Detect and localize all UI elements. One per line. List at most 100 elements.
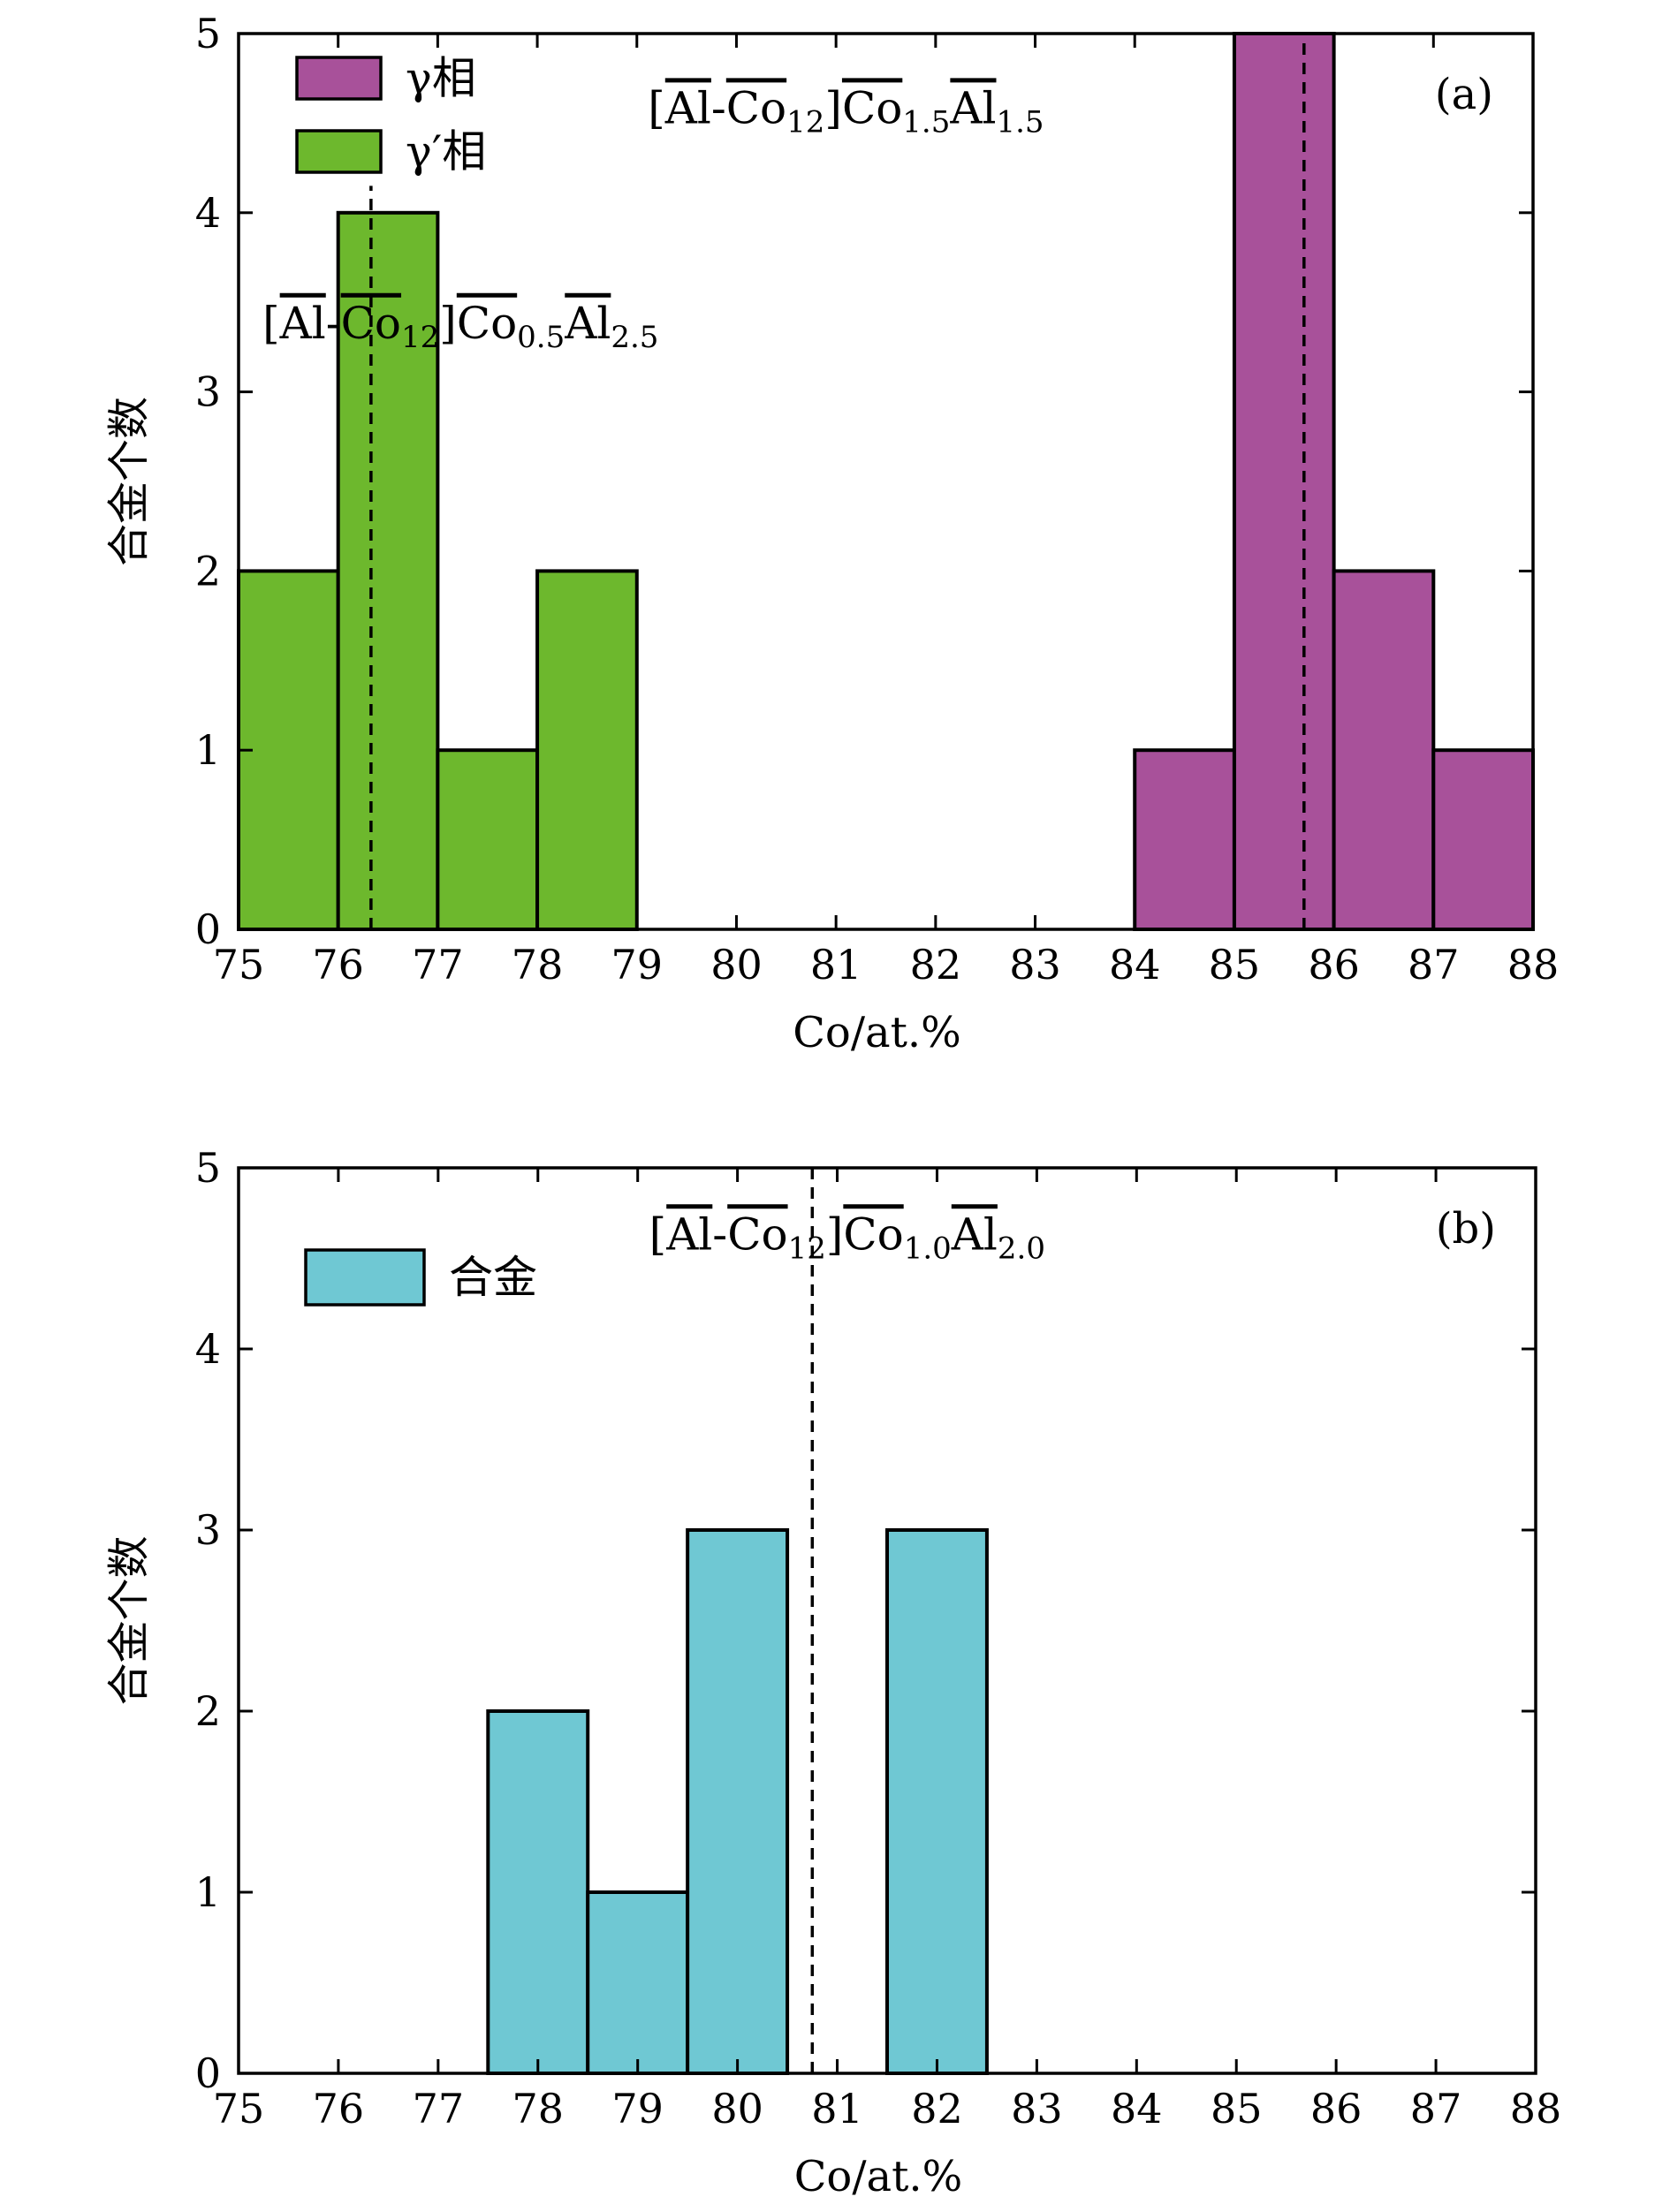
- y-tick-label: 5: [195, 1144, 221, 1192]
- formula-part: 12: [401, 320, 439, 355]
- histogram-bar: [1133, 748, 1236, 932]
- histogram-bar: [1431, 748, 1536, 932]
- x-tick-label: 75: [213, 941, 265, 989]
- formula-part: -: [326, 298, 341, 349]
- x-tick-label: 83: [1009, 941, 1061, 989]
- x-tick-label: 83: [1011, 2085, 1063, 2132]
- x-tick-label: 79: [611, 2085, 664, 2132]
- formula-annotation: [Al-Co12]Co1.0Al2.0: [649, 1208, 1045, 1266]
- x-tick-label: 75: [213, 2085, 265, 2132]
- formula-part: 2.5: [611, 320, 658, 355]
- x-tick-label: 86: [1310, 2085, 1363, 2132]
- histogram-bar: [586, 1890, 690, 2075]
- x-axis-label: Co/at.%: [793, 1008, 961, 1057]
- panel-label: (b): [1436, 1204, 1496, 1254]
- panel-label: (a): [1435, 70, 1493, 119]
- histogram-bar: [336, 210, 440, 932]
- plot-frame: [237, 1166, 1537, 2075]
- formula-part: Co: [842, 82, 902, 133]
- formula-part: 1.5: [902, 104, 950, 140]
- formula-part: Co: [726, 82, 786, 133]
- formula-part: -: [712, 1208, 727, 1260]
- x-tick-label: 84: [1109, 941, 1161, 989]
- plot-frame: [237, 32, 1535, 931]
- y-tick-label: 0: [195, 905, 221, 953]
- formula-part: Al: [665, 1208, 712, 1260]
- x-tick-label: 85: [1209, 941, 1261, 989]
- x-tick-label: 82: [911, 2085, 963, 2132]
- histogram-bar: [436, 748, 540, 932]
- y-tick-label: 1: [195, 726, 221, 774]
- legend-label: γ′相: [406, 126, 486, 178]
- y-tick-label: 2: [195, 1687, 221, 1735]
- formula-part: Al: [951, 1208, 998, 1260]
- formula-part: ]: [824, 82, 842, 133]
- y-tick-label: 5: [195, 10, 221, 57]
- x-tick-label: 85: [1211, 2085, 1263, 2132]
- formula-part: 12: [788, 1231, 826, 1266]
- y-tick-label: 4: [195, 1325, 221, 1373]
- formula-part: Al: [664, 82, 711, 133]
- formula-part: 12: [786, 104, 824, 140]
- formula-part: [: [648, 82, 665, 133]
- x-tick-label: 76: [312, 941, 364, 989]
- formula-annotation: [Al-Co12]Co1.5Al1.5: [648, 82, 1044, 140]
- x-tick-label: 88: [1507, 941, 1560, 989]
- formula-part: Co: [341, 298, 401, 349]
- x-tick-label: 87: [1410, 2085, 1462, 2132]
- x-tick-label: 78: [512, 941, 564, 989]
- x-tick-label: 81: [810, 941, 862, 989]
- histogram-bar: [686, 1528, 790, 2075]
- histogram-bar: [1332, 569, 1436, 932]
- formula-annotation: [Al-Co12]Co0.5Al2.5: [262, 298, 658, 355]
- histogram-bar: [1232, 32, 1336, 931]
- y-tick-label: 0: [195, 2049, 221, 2097]
- x-tick-label: 82: [910, 941, 962, 989]
- formula-part: 2.0: [998, 1231, 1045, 1266]
- x-tick-label: 88: [1510, 2085, 1562, 2132]
- x-tick-label: 87: [1408, 941, 1460, 989]
- formula-part: [: [262, 298, 280, 349]
- formula-part: 1.0: [904, 1231, 952, 1266]
- formula-part: Al: [279, 298, 326, 349]
- y-tick-label: 4: [195, 189, 221, 237]
- histogram-bar: [486, 1709, 590, 2075]
- y-axis-label: 合金个数: [104, 397, 154, 566]
- formula-part: Co: [727, 1208, 787, 1260]
- panel-a: 75 76 77 78 79 80 81 82 83 84 85 86 87 88012345Co/at.…: [104, 10, 1559, 1057]
- legend-swatch: [304, 1248, 426, 1307]
- formula-part: Al: [949, 82, 996, 133]
- y-tick-label: 3: [195, 1506, 221, 1554]
- x-tick-label: 81: [811, 2085, 863, 2132]
- x-tick-label: 78: [512, 2085, 564, 2132]
- y-tick-label: 3: [195, 368, 221, 416]
- y-axis-label: 合金个数: [104, 1535, 154, 1705]
- x-tick-label: 86: [1308, 941, 1360, 989]
- formula-part: 1.5: [996, 104, 1044, 140]
- legend-label: γ相: [406, 53, 476, 104]
- y-tick-label: 1: [195, 1868, 221, 1916]
- x-tick-label: 77: [412, 941, 464, 989]
- formula-part: Co: [843, 1208, 903, 1260]
- legend-label: 合金: [449, 1252, 537, 1303]
- formula-part: [: [649, 1208, 667, 1260]
- y-tick-label: 2: [195, 547, 221, 595]
- histogram-bar: [535, 569, 639, 932]
- legend-swatch: [295, 129, 383, 174]
- x-tick-label: 80: [711, 2085, 763, 2132]
- formula-part: 0.5: [517, 320, 565, 355]
- legend-swatch: [295, 56, 383, 101]
- formula-part: ]: [439, 298, 457, 349]
- x-tick-label: 79: [611, 941, 663, 989]
- x-tick-label: 76: [313, 2085, 365, 2132]
- histogram-bar: [885, 1528, 989, 2075]
- x-tick-label: 84: [1111, 2085, 1163, 2132]
- formula-part: ]: [826, 1208, 844, 1260]
- histogram-bar: [237, 569, 340, 932]
- panel-b: 75 76 77 78 79 80 81 82 83 84 85 86 87 88012345Co/at.…: [104, 1144, 1561, 2201]
- x-axis-label: Co/at.%: [794, 2152, 963, 2201]
- formula-part: -: [711, 82, 726, 133]
- formula-part: Al: [564, 298, 611, 349]
